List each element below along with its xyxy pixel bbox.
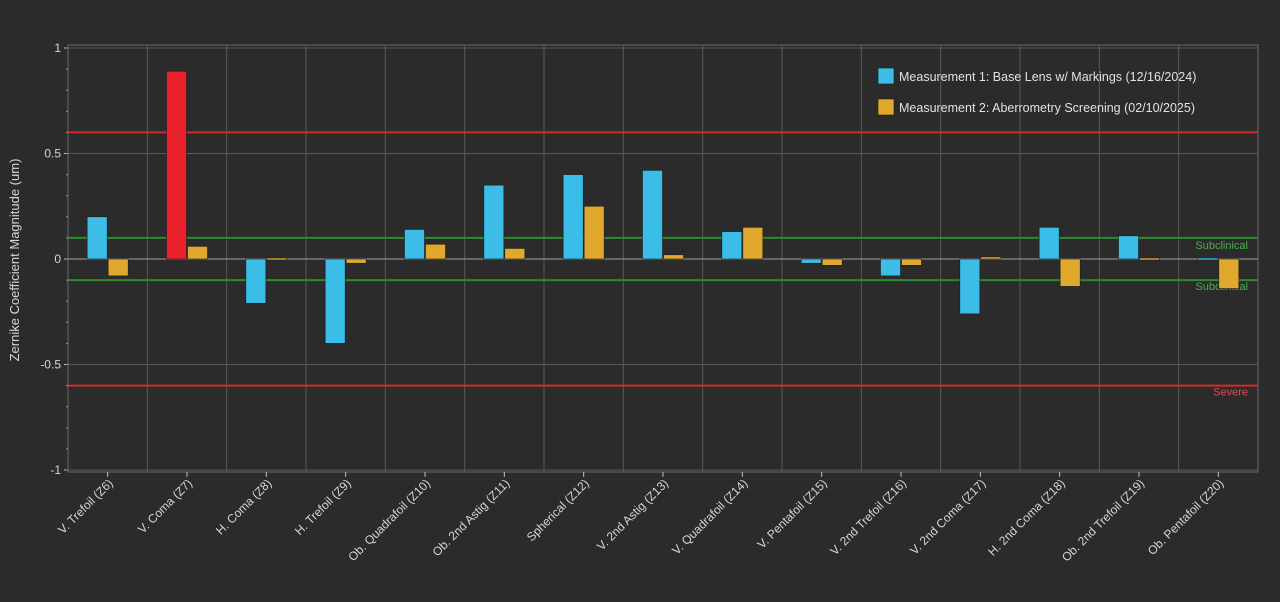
y-tick-label: 0.5 xyxy=(44,147,61,161)
bar-measurement-1[interactable] xyxy=(245,258,267,304)
threshold-label: Severe xyxy=(1213,387,1248,399)
x-tick-label: V. 2nd Trefoil (Z16) xyxy=(827,476,909,558)
bar-measurement-2[interactable] xyxy=(1139,257,1160,261)
bar-measurement-2[interactable] xyxy=(425,243,446,260)
x-tick-label: Ob. 2nd Astig (Z11) xyxy=(430,476,513,559)
bar-measurement-1[interactable] xyxy=(483,184,505,260)
bar-measurement-2[interactable] xyxy=(1218,258,1240,289)
y-axis-title: Zernike Coefficient Magnitude (um) xyxy=(7,159,22,362)
legend-swatch xyxy=(877,98,895,116)
bar-measurement-1[interactable] xyxy=(86,216,108,260)
y-tick-label: -0.5 xyxy=(40,358,61,372)
bar-measurement-1[interactable] xyxy=(562,174,584,260)
legend-label: Measurement 2: Aberrometry Screening (02… xyxy=(899,101,1195,115)
x-tick-label: Ob. Quadrafoil (Z10) xyxy=(345,476,433,564)
bar-measurement-2[interactable] xyxy=(266,257,288,261)
y-tick-label: 1 xyxy=(54,41,61,55)
bar-measurement-1[interactable] xyxy=(404,229,425,260)
bar-measurement-2[interactable] xyxy=(583,205,605,260)
bar-measurement-2[interactable] xyxy=(504,248,526,260)
x-tick-label: V. 2nd Coma (Z17) xyxy=(907,476,988,557)
bar-measurement-1[interactable] xyxy=(324,258,346,344)
x-tick-label: V. 2nd Astig (Z13) xyxy=(594,476,671,553)
x-tick-label: V. Trefoil (Z6) xyxy=(55,476,116,537)
bar-measurement-1[interactable] xyxy=(1038,227,1060,260)
y-tick-label: -1 xyxy=(50,463,61,477)
legend: Measurement 1: Base Lens w/ Markings (12… xyxy=(877,67,1196,116)
bar-measurement-2[interactable] xyxy=(663,254,684,260)
x-tick-label: V. Quadrafoil (Z14) xyxy=(669,476,750,557)
bar-measurement-2[interactable] xyxy=(821,258,843,266)
legend-label: Measurement 1: Base Lens w/ Markings (12… xyxy=(899,70,1196,84)
y-tick-label: 0 xyxy=(54,252,61,266)
x-tick-label: H. Coma (Z8) xyxy=(213,476,274,537)
legend-swatch xyxy=(877,67,895,85)
bar-measurement-1[interactable] xyxy=(800,258,822,264)
bar-measurement-2[interactable] xyxy=(1059,258,1081,287)
bar-measurement-2[interactable] xyxy=(187,246,208,260)
bar-measurement-2[interactable] xyxy=(107,258,129,277)
x-tick-label: H. Trefoil (Z9) xyxy=(292,476,354,538)
bar-measurement-1[interactable] xyxy=(721,231,743,260)
x-tick-label: Ob. Pentafoil (Z20) xyxy=(1145,476,1227,558)
bar-measurement-1[interactable] xyxy=(1197,257,1219,261)
x-tick-label: V. Pentafoil (Z15) xyxy=(755,476,830,551)
x-tick-label: Ob. 2nd Trefoil (Z19) xyxy=(1059,476,1147,564)
bar-measurement-2[interactable] xyxy=(345,258,367,264)
x-tick-label: H. 2nd Coma (Z18) xyxy=(985,476,1068,559)
bar-measurement-2[interactable] xyxy=(901,258,922,266)
bar-measurement-2[interactable] xyxy=(980,256,1002,260)
bar-measurement-1[interactable] xyxy=(642,170,663,260)
plot-area: 10.50-0.5-1SubclinicalSubclinicalSevereV… xyxy=(40,41,1259,564)
bar-measurement-1[interactable] xyxy=(1118,235,1139,260)
x-tick-label: V. Coma (Z7) xyxy=(135,476,195,536)
threshold-label: Subclinical xyxy=(1195,240,1248,252)
bar-measurement-1[interactable] xyxy=(880,258,901,277)
bar-measurement-1[interactable] xyxy=(959,258,981,315)
x-tick-label: Spherical (Z12) xyxy=(524,476,592,544)
bar-measurement-1[interactable] xyxy=(166,70,187,260)
bar-measurement-2[interactable] xyxy=(742,227,764,260)
